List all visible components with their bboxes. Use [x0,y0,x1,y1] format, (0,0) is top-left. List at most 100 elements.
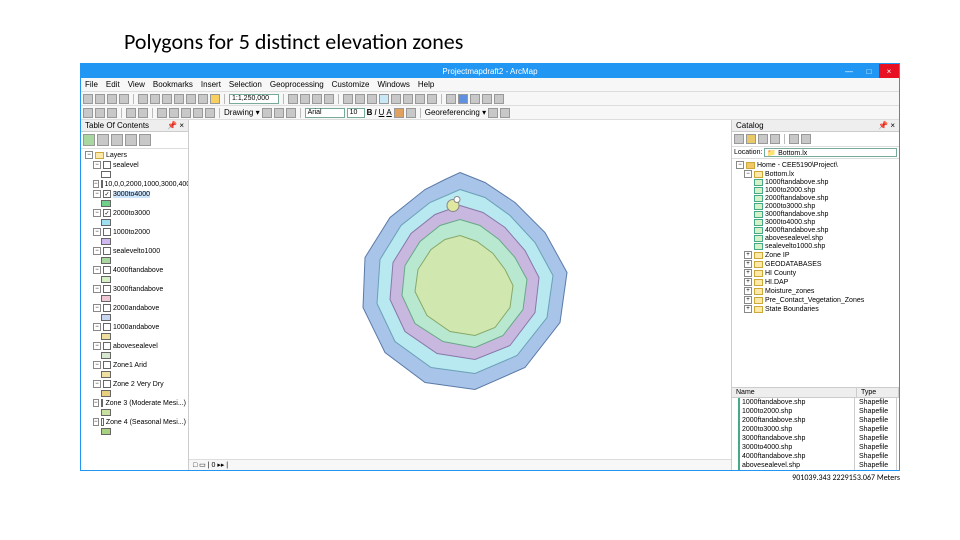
font-color-button[interactable]: A [386,108,391,117]
menu-selection[interactable]: Selection [229,80,262,89]
expander-icon[interactable]: − [93,190,101,198]
menu-edit[interactable]: Edit [106,80,120,89]
layer-checkbox[interactable] [101,418,104,426]
col-name-header[interactable]: Name [732,388,857,397]
expander-icon[interactable]: − [93,180,99,188]
catalog-root[interactable]: Home - CEE5190\Project\ [757,162,838,169]
zoom-in-icon[interactable] [343,94,353,104]
layer-checkbox[interactable]: ✓ [103,209,111,217]
fontsize-select[interactable]: 10 [347,108,365,118]
tables-icon[interactable] [324,94,334,104]
up-folder-icon[interactable] [734,134,744,144]
disconnect-icon[interactable] [758,134,768,144]
layer-label[interactable]: 3000ftandabove [113,286,163,293]
expander-icon[interactable]: − [93,323,101,331]
pan-icon[interactable] [367,94,377,104]
expander-icon[interactable]: − [93,380,101,388]
layer-checkbox[interactable] [103,323,111,331]
drawing-dropdown[interactable]: Drawing ▾ [224,108,260,117]
catalog-item[interactable]: 2000to3000.shp [765,203,815,210]
layer-label[interactable]: 1000to2000 [113,229,150,236]
list-row-name[interactable]: 3000ftandabove.shp [734,434,855,443]
list-row-name[interactable]: 1000ftandabove.shp [734,398,855,407]
expander-icon[interactable]: − [93,228,101,236]
edit-vertices-icon[interactable] [95,108,105,118]
paste-icon[interactable] [162,94,172,104]
menu-customize[interactable]: Customize [332,80,370,89]
open-icon[interactable] [95,94,105,104]
line-icon[interactable] [157,108,167,118]
expander-icon[interactable]: − [93,342,101,350]
expander-icon[interactable]: − [93,161,101,169]
layer-label[interactable]: abovesealevel [113,343,158,350]
copy-icon[interactable] [150,94,160,104]
catalog-options-icon[interactable] [801,134,811,144]
layer-label[interactable]: sealevelto1000 [113,248,160,255]
map-view-tabs[interactable]: □ ▭ | 0 ▸▸ | [193,461,228,469]
toolbox-icon[interactable] [300,94,310,104]
delete-icon[interactable] [174,94,184,104]
catalog-pin-icon[interactable]: 📌 × [878,121,895,130]
catalog-item[interactable]: 2000ftandabove.shp [765,195,828,202]
layer-label[interactable]: Zone 3 (Moderate Mesi...) [105,400,186,407]
text-icon[interactable] [286,108,296,118]
expander-icon[interactable]: − [93,304,101,312]
expander-icon[interactable]: − [93,418,99,426]
catalog-folder-item[interactable]: GEODATABASES [765,261,822,268]
catalog-folder-item[interactable]: Moisture_zones [765,288,814,295]
print-icon[interactable] [119,94,129,104]
layer-checkbox[interactable] [103,247,111,255]
catalog-item[interactable]: 3000ftandabove.shp [765,211,828,218]
layer-label[interactable]: sealevel [113,162,139,169]
trace-icon[interactable] [138,108,148,118]
map-canvas[interactable]: □ ▭ | 0 ▸▸ | [189,120,731,470]
new-icon[interactable] [83,94,93,104]
menu-file[interactable]: File [85,80,98,89]
expander-icon[interactable]: − [85,151,93,159]
expander-icon[interactable]: + [744,251,752,259]
reshape-icon[interactable] [107,108,117,118]
layer-checkbox[interactable]: ✓ [103,190,111,198]
select-graphic-icon[interactable] [262,108,272,118]
list-row-name[interactable]: abovesealevel.shp [734,461,855,470]
expander-icon[interactable]: − [93,209,101,217]
expander-icon[interactable]: − [744,170,752,178]
georef-dropdown[interactable]: Georeferencing ▾ [425,108,486,117]
layer-label[interactable]: Zone 4 (Seasonal Mesi...) [106,419,186,426]
layer-checkbox[interactable] [103,361,111,369]
toc-pin-icon[interactable]: 📌 × [167,121,184,130]
bold-button[interactable]: B [367,108,373,117]
layer-checkbox[interactable] [103,228,111,236]
cut-icon[interactable] [138,94,148,104]
menu-view[interactable]: View [128,80,145,89]
back-icon[interactable] [415,94,425,104]
toggle-panel-icon[interactable] [789,134,799,144]
catalog-folder-item[interactable]: HI County [765,270,796,277]
georef-tool-icon[interactable] [488,108,498,118]
layer-checkbox[interactable] [101,399,104,407]
layer-checkbox[interactable] [103,342,111,350]
layer-label[interactable]: 10,0,0,2000,1000,3000,4000,5000 [105,181,188,188]
expander-icon[interactable]: + [744,287,752,295]
menu-help[interactable]: Help [418,80,434,89]
forward-icon[interactable] [427,94,437,104]
add-data-icon[interactable] [210,94,220,104]
menu-geoprocessing[interactable]: Geoprocessing [270,80,324,89]
catalog-item[interactable]: abovesealevel.shp [765,235,823,242]
layer-label[interactable]: 1000andabove [113,324,159,331]
editor-dropdown-icon[interactable] [83,108,93,118]
expander-icon[interactable]: + [744,278,752,286]
list-by-visibility-icon[interactable] [111,134,123,146]
expander-icon[interactable]: − [93,399,99,407]
expander-icon[interactable]: − [736,161,744,169]
catalog-folder-item[interactable]: Pre_Contact_Vegetation_Zones [765,297,864,304]
list-by-selection-icon[interactable] [125,134,137,146]
measure-icon[interactable] [482,94,492,104]
catalog-item[interactable]: 4000ftandabove.shp [765,227,828,234]
expander-icon[interactable]: − [93,361,101,369]
refresh-icon[interactable] [770,134,780,144]
italic-button[interactable]: I [374,108,376,117]
find-icon[interactable] [470,94,480,104]
layer-checkbox[interactable] [101,180,103,188]
undo-icon[interactable] [186,94,196,104]
